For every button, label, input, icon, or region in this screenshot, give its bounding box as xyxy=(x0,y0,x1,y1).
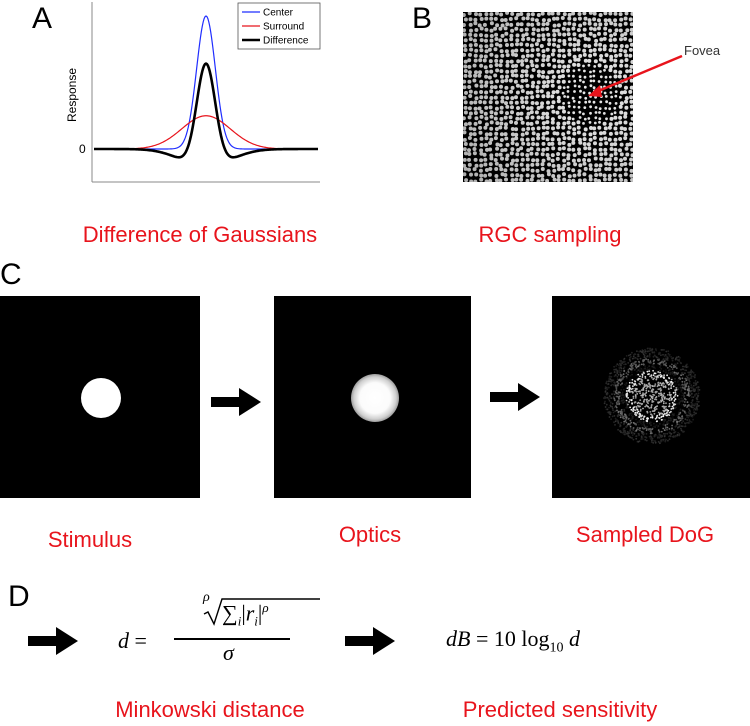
arrow-right-icon xyxy=(28,627,78,655)
sampled-dog-image xyxy=(552,296,750,498)
radical-sign xyxy=(203,598,320,626)
legend-label-surround: Surround xyxy=(263,22,304,33)
surround-curve xyxy=(94,115,318,150)
panel-letter-a: A xyxy=(32,2,53,35)
sampled-dog-svg xyxy=(603,347,701,445)
eq1-lhs: d = xyxy=(118,628,147,653)
fovea-arrow xyxy=(588,54,683,97)
caption-sampled-dog: Sampled DoG xyxy=(575,522,715,547)
caption-predicted-sensitivity: Predicted sensitivity xyxy=(462,697,658,722)
panel-letter-d: D xyxy=(8,580,30,613)
fraction-bar xyxy=(174,638,290,640)
arrow-right-icon xyxy=(490,383,540,411)
panel-letter-c: C xyxy=(0,258,22,291)
eq1-root-index: ρ xyxy=(203,590,210,605)
optics-blurred-disk xyxy=(351,374,399,422)
dog-chart: Center Surround Difference Response 0 xyxy=(60,0,330,190)
difference-curve xyxy=(94,62,318,159)
caption-stimulus: Stimulus xyxy=(47,527,133,552)
db-equation: dB = 10 log10 d xyxy=(446,626,580,656)
dog-chart-svg: Center Surround Difference Response 0 xyxy=(65,2,321,183)
legend-label-center: Center xyxy=(263,8,294,19)
eq1-denominator: σ xyxy=(223,640,234,665)
caption-optics: Optics xyxy=(338,522,402,547)
stimulus-image xyxy=(0,296,200,498)
eq1-numerator: ∑i|ri|ρ xyxy=(222,600,269,629)
y-axis-label: Response xyxy=(65,68,79,122)
arrow-right-icon xyxy=(345,627,395,655)
caption-difference-of-gaussians: Difference of Gaussians xyxy=(82,222,318,247)
caption-rgc-sampling: RGC sampling xyxy=(478,222,622,247)
optics-image xyxy=(274,296,471,498)
legend-label-difference: Difference xyxy=(263,36,309,47)
panel-letter-b: B xyxy=(412,2,433,35)
rgc-mosaic-image xyxy=(463,12,633,182)
stimulus-disk xyxy=(81,378,121,418)
minkowski-equation: d = ρ ∑i|ri|ρ σ xyxy=(118,590,320,680)
rgc-mosaic-svg xyxy=(463,12,633,182)
fovea-label: Fovea xyxy=(684,43,721,58)
zero-tick-label: 0 xyxy=(79,142,86,156)
arrow-right-icon xyxy=(211,388,261,416)
caption-minkowski-distance: Minkowski distance xyxy=(115,697,305,722)
